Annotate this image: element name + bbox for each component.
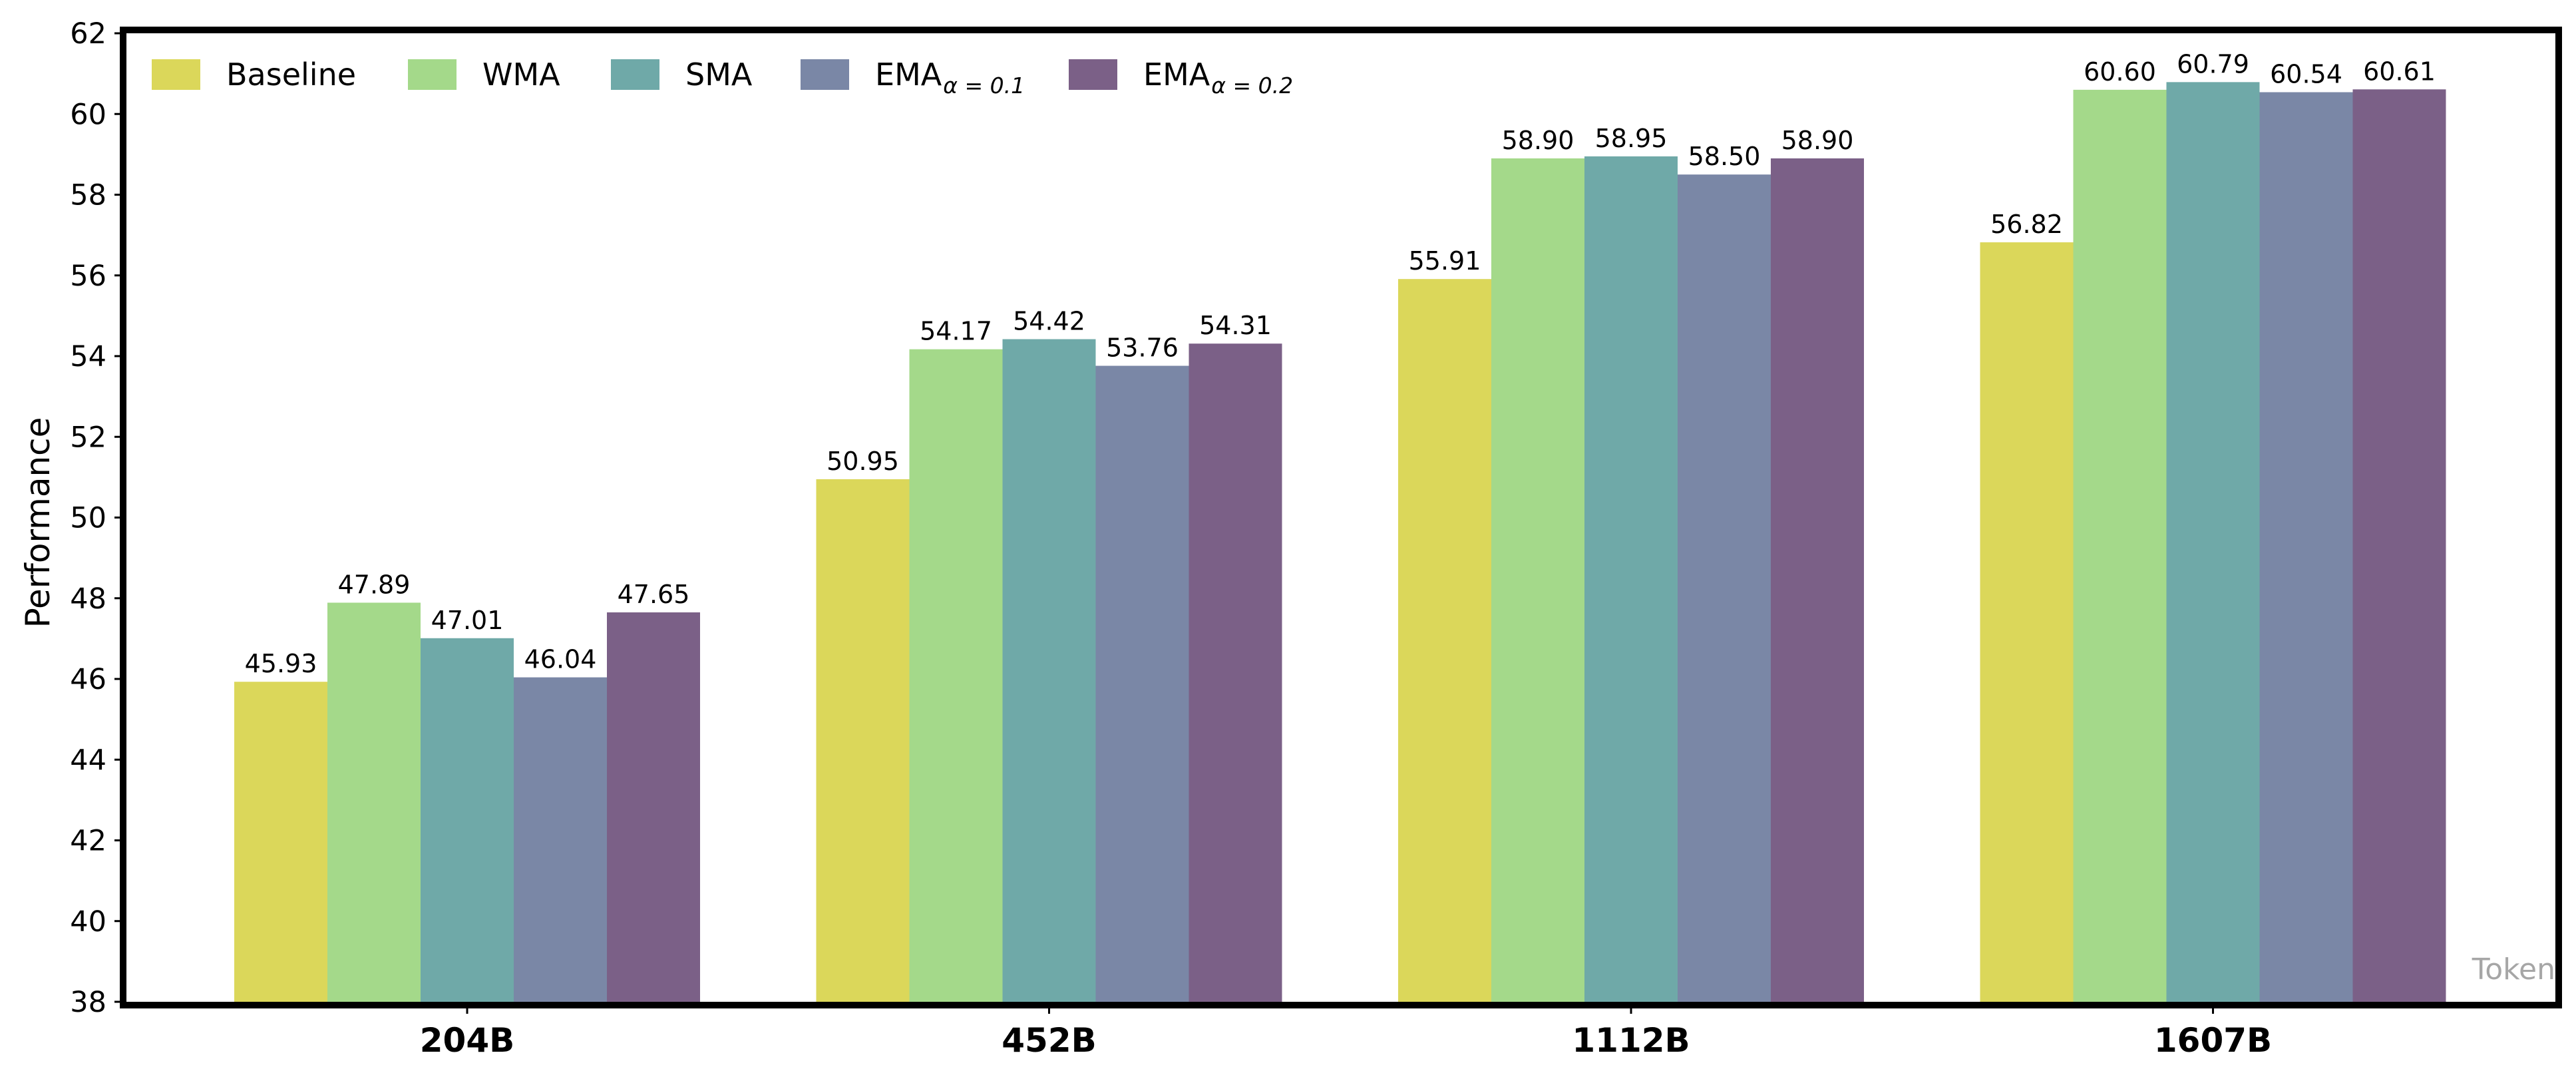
- data-label-wma-1112b: 58.90: [1502, 126, 1574, 155]
- bar-ema-0-2-204b: [607, 612, 700, 1002]
- y-tick-label: 46: [70, 663, 106, 696]
- y-tick-label: 52: [70, 421, 106, 454]
- x-tick-label-1607b: 1607B: [2154, 1021, 2272, 1060]
- bar-baseline-452b: [816, 479, 910, 1002]
- legend: Baseline WMA SMA EMAα = 0.1 EMAα = 0.2: [152, 57, 1293, 99]
- bar-ema-0-2-452b: [1189, 343, 1282, 1002]
- legend-swatch-baseline: [152, 59, 200, 90]
- y-tick-label: 62: [70, 17, 106, 51]
- data-label-wma-1607b: 60.60: [2084, 57, 2156, 87]
- y-tick-label: 56: [70, 260, 106, 293]
- bar-wma-452b: [909, 349, 1003, 1002]
- data-label-wma-452b: 54.17: [920, 317, 992, 346]
- data-label-wma-204b: 47.89: [338, 570, 411, 599]
- y-tick-label: 44: [70, 744, 106, 777]
- x-tick-label-452b: 452B: [1002, 1021, 1096, 1060]
- bar-wma-1112b: [1491, 158, 1584, 1002]
- x-axis: 204B 452B 1112B 1607B: [420, 1005, 2272, 1060]
- y-tick-label: 54: [70, 340, 106, 373]
- data-label-sma-1607b: 60.79: [2177, 49, 2249, 79]
- bar-sma-204b: [421, 638, 514, 1002]
- legend-swatch-sma: [611, 59, 659, 90]
- legend-label-ema-0-1: EMAα = 0.1: [875, 57, 1025, 99]
- data-label-ema-0-1-1607b: 60.54: [2270, 60, 2342, 89]
- legend-swatch-ema-0-2: [1069, 59, 1117, 90]
- legend-label-ema-0-2: EMAα = 0.2: [1143, 57, 1293, 99]
- legend-label-baseline: Baseline: [226, 57, 356, 93]
- data-label-ema-0-2-452b: 54.31: [1199, 311, 1272, 340]
- bar-sma-1607b: [2166, 82, 2260, 1002]
- y-tick-label: 38: [70, 986, 106, 1019]
- y-tick-label: 42: [70, 825, 106, 858]
- x-axis-note: Token: [2472, 953, 2555, 986]
- y-axis-label: Performance: [19, 417, 57, 628]
- bar-ema-0-1-1112b: [1678, 174, 1771, 1002]
- data-label-ema-0-1-452b: 53.76: [1106, 333, 1179, 363]
- bar-ema-0-2-1607b: [2352, 89, 2446, 1002]
- data-label-baseline-1607b: 56.82: [1990, 210, 2063, 239]
- data-label-ema-0-1-1112b: 58.50: [1688, 142, 1761, 171]
- bar-sma-452b: [1002, 339, 1096, 1002]
- legend-swatch-ema-0-1: [801, 59, 849, 90]
- y-tick-label: 58: [70, 179, 106, 212]
- data-labels-layer: 45.93 47.89 47.01 46.04 47.65 50.95 54.17 54.42…: [245, 49, 2436, 678]
- y-tick-label: 50: [70, 502, 106, 535]
- data-label-sma-204b: 47.01: [431, 606, 504, 635]
- x-tick-label-1112b: 1112B: [1572, 1021, 1690, 1060]
- bar-ema-0-1-204b: [514, 677, 607, 1002]
- bar-ema-0-1-452b: [1095, 365, 1189, 1002]
- data-label-baseline-452b: 50.95: [827, 447, 899, 476]
- bar-baseline-1112b: [1398, 279, 1491, 1002]
- y-tick-label: 40: [70, 905, 106, 939]
- x-tick-label-204b: 204B: [420, 1021, 514, 1060]
- legend-label-sma: SMA: [685, 57, 753, 93]
- data-label-sma-1112b: 58.95: [1595, 124, 1668, 153]
- bar-sma-1112b: [1584, 156, 1678, 1002]
- bar-baseline-204b: [234, 682, 327, 1002]
- data-label-ema-0-1-204b: 46.04: [524, 645, 597, 674]
- legend-swatch-wma: [408, 59, 457, 90]
- data-label-ema-0-2-1607b: 60.61: [2363, 57, 2436, 86]
- data-label-baseline-1112b: 55.91: [1409, 246, 1481, 276]
- data-label-ema-0-2-1112b: 58.90: [1781, 126, 1854, 155]
- y-tick-label: 60: [70, 98, 106, 131]
- bar-wma-204b: [327, 602, 421, 1002]
- legend-label-wma: WMA: [482, 57, 560, 93]
- bar-ema-0-2-1112b: [1771, 158, 1864, 1002]
- bars-layer: [234, 82, 2446, 1002]
- data-label-ema-0-2-204b: 47.65: [618, 580, 690, 609]
- y-axis: 38 40 42 44 46 48 50 52 54 56 58 60 62: [70, 17, 123, 1019]
- data-label-sma-452b: 54.42: [1013, 307, 1085, 336]
- y-tick-label: 48: [70, 582, 106, 616]
- data-label-baseline-204b: 45.93: [245, 649, 317, 678]
- bar-baseline-1607b: [1980, 242, 2074, 1002]
- bar-wma-1607b: [2073, 89, 2167, 1002]
- bar-ema-0-1-1607b: [2259, 92, 2353, 1002]
